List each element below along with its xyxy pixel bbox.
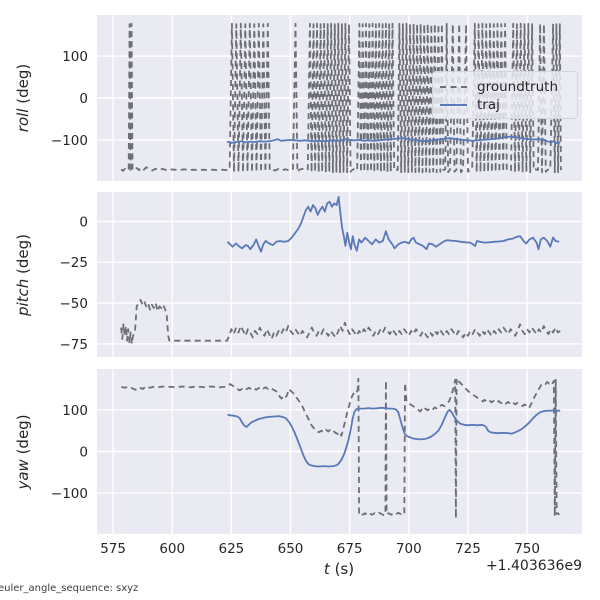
xtick-label: 625 (218, 541, 244, 557)
pitch-axis-label-unit: (deg) (14, 233, 32, 279)
ytick-label-pitch: −25 (60, 255, 89, 271)
ytick-label-pitch: −50 (60, 296, 89, 312)
xtick-label: 725 (455, 541, 481, 557)
ytick-label-yaw: 100 (62, 403, 88, 419)
roll-axis-label-var: roll (14, 108, 32, 133)
yaw-axis-label: yaw (deg) (14, 352, 34, 552)
series-groundtruth-roll (120, 22, 562, 174)
ytick-label-roll: −100 (51, 133, 88, 149)
xtick-label: 675 (337, 541, 363, 557)
ytick-label-roll: 100 (62, 49, 88, 65)
roll-axis-label: roll (deg) (14, 0, 34, 198)
xtick-label: 750 (514, 541, 540, 557)
pitch-axis-label: pitch (deg) (14, 175, 34, 375)
groundtruth-line-sample (440, 86, 467, 88)
series-traj-yaw (227, 406, 561, 468)
ytick-label-roll: 0 (79, 91, 88, 107)
ytick-label-yaw: −100 (51, 486, 88, 502)
xtick-label: 650 (278, 541, 304, 557)
series-traj-pitch (226, 196, 560, 253)
ytick-label-yaw: 0 (79, 445, 88, 461)
ytick-label-pitch: 0 (79, 214, 88, 230)
roll-axis-label-unit: (deg) (14, 63, 32, 109)
yaw-axis-label-unit: (deg) (14, 413, 32, 459)
legend-item-traj: traj (440, 96, 569, 114)
x-axis-offset-text: +1.403636e9 (485, 558, 582, 574)
pitch-axis-label-var: pitch (14, 278, 32, 316)
legend: groundtruth traj (432, 71, 578, 119)
xtick-label: 575 (100, 541, 126, 557)
xtick-label: 700 (396, 541, 422, 557)
series-groundtruth-pitch (120, 298, 561, 345)
legend-label-traj: traj (477, 97, 500, 113)
x-axis-label-var: t (323, 560, 330, 578)
euler-sequence-note: euler_angle_sequence: sxyz (0, 583, 139, 594)
traj-line-sample (440, 104, 467, 106)
xtick-label: 600 (159, 541, 185, 557)
series-groundtruth-yaw (121, 377, 560, 520)
x-axis-label-unit: (s) (329, 560, 355, 578)
legend-item-groundtruth: groundtruth (440, 78, 569, 96)
series-traj-roll (226, 135, 561, 145)
x-axis-label: t (s) (279, 560, 399, 578)
legend-label-groundtruth: groundtruth (477, 79, 559, 95)
ytick-label-pitch: −75 (60, 337, 89, 353)
yaw-axis-label-var: yaw (14, 458, 32, 490)
